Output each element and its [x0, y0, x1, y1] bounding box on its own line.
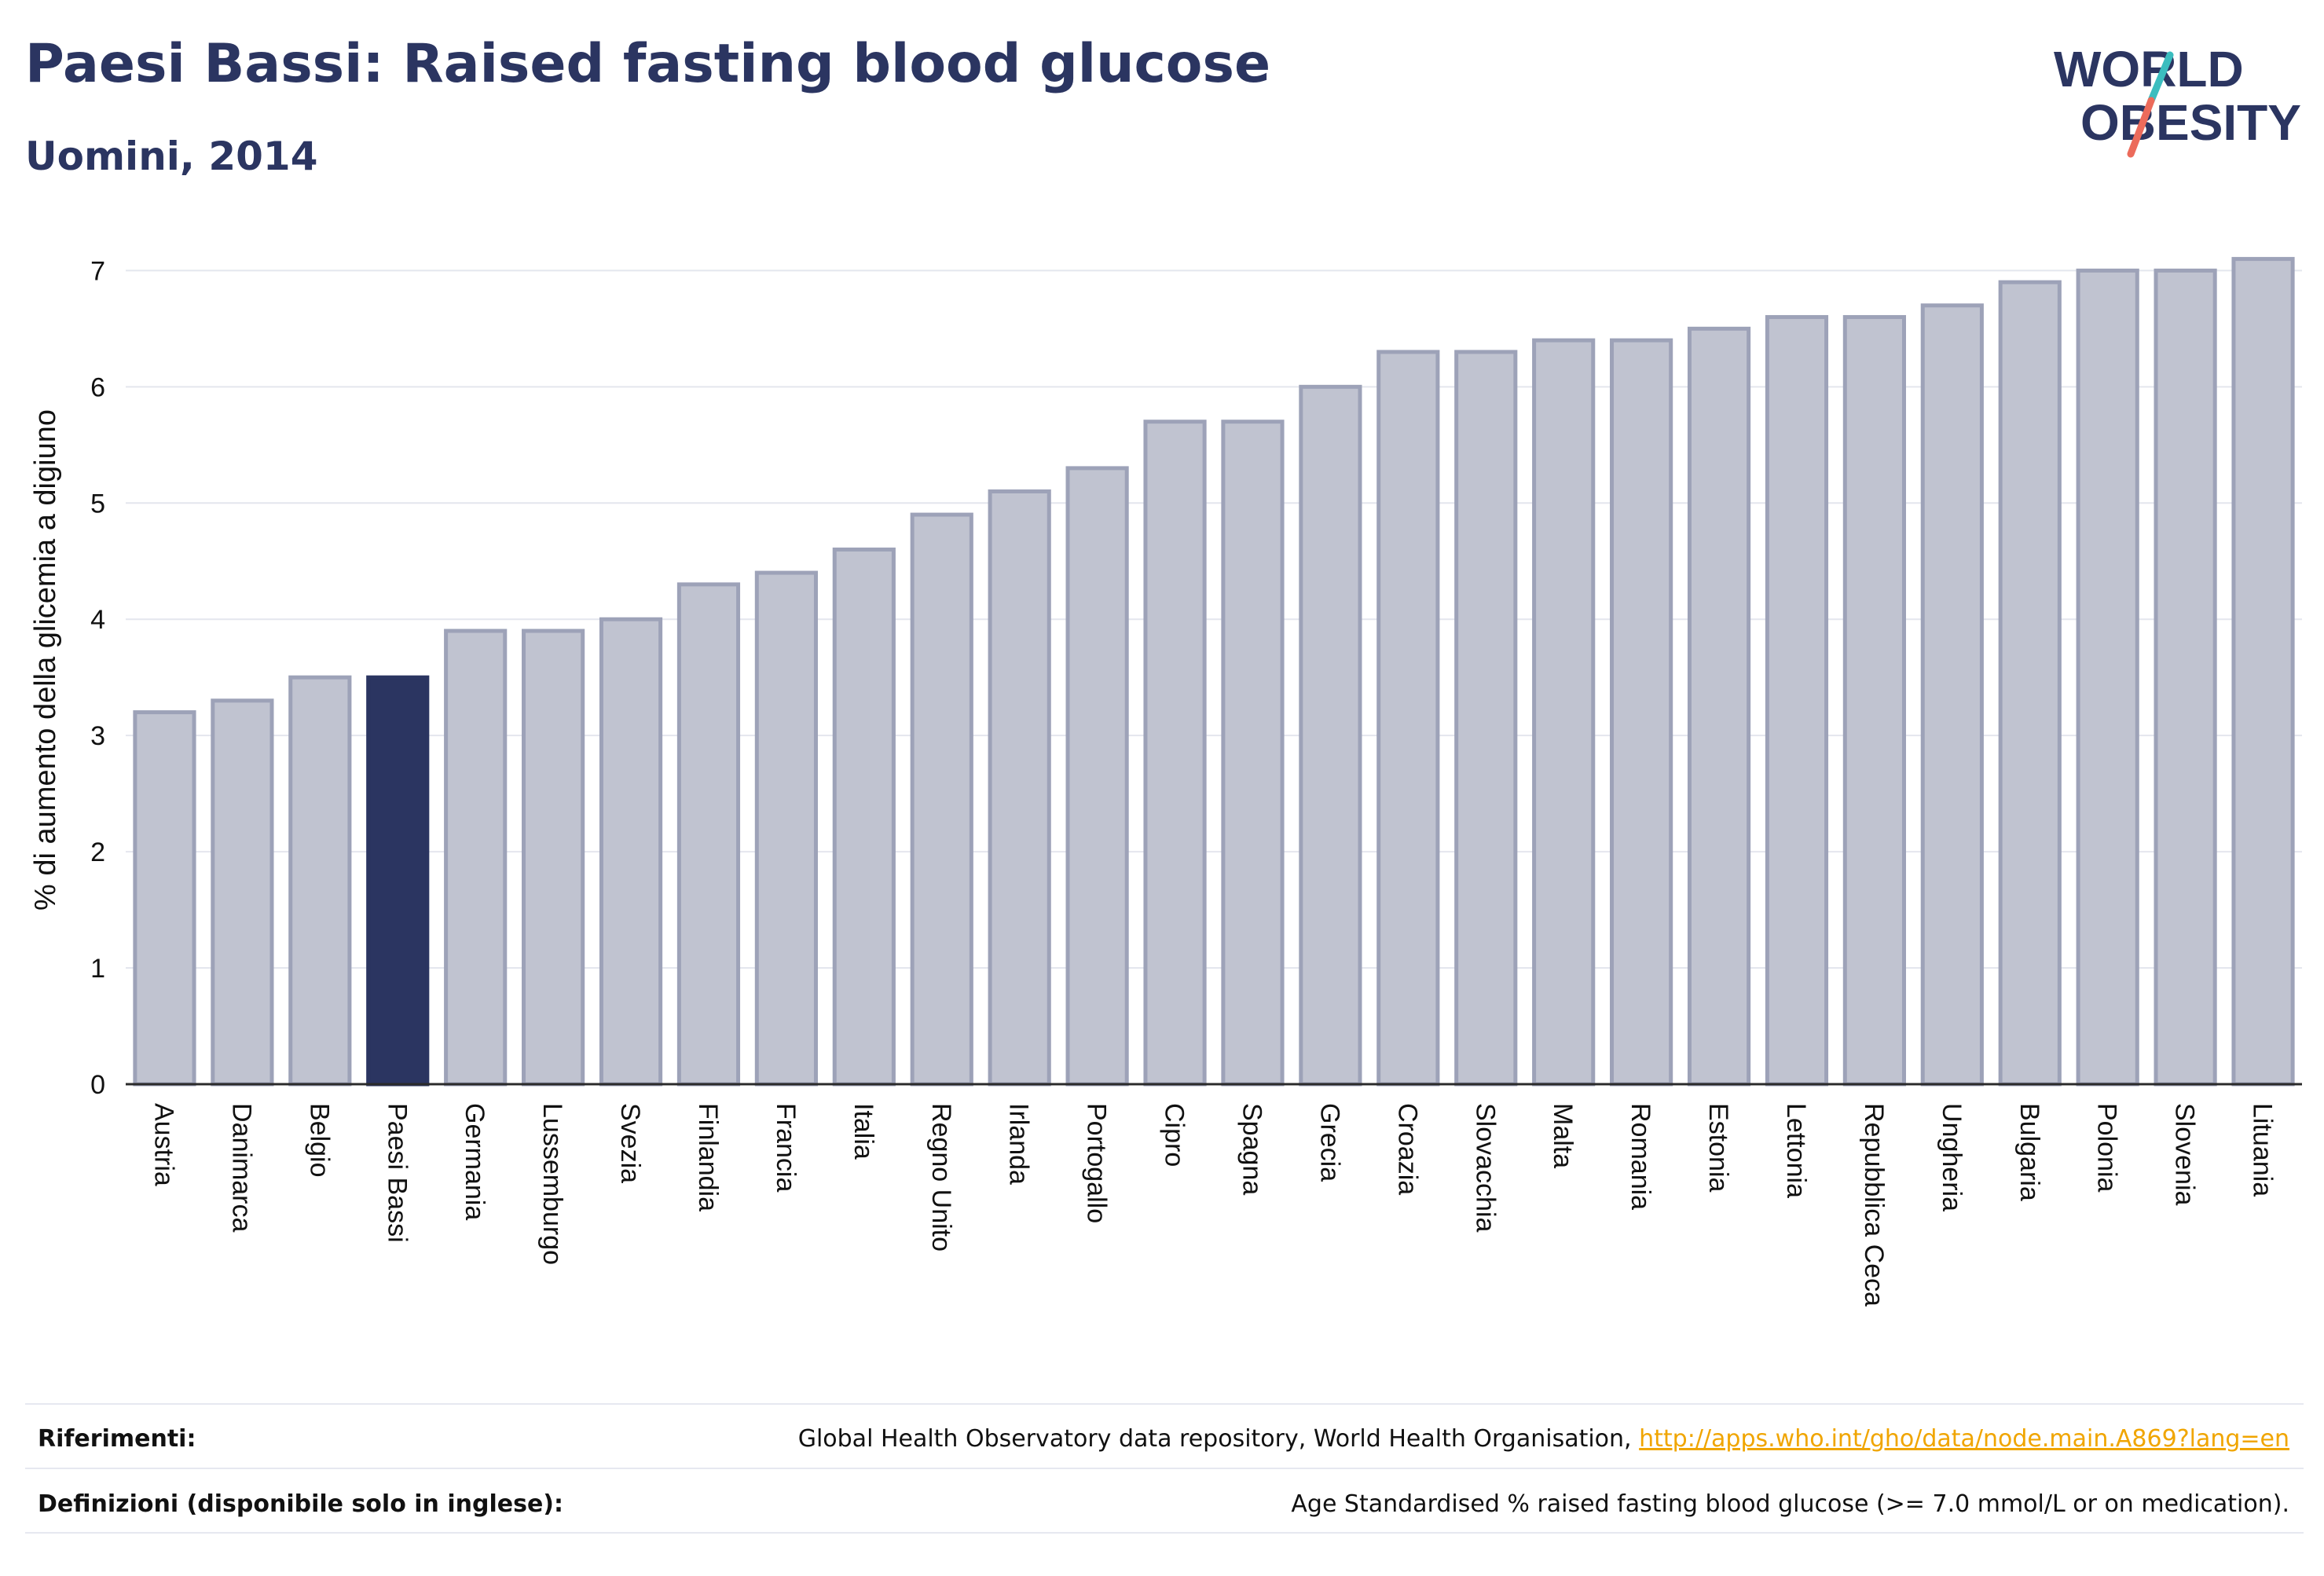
logo-text-obesity: OBESITY	[2080, 94, 2301, 151]
y-tick-label: 2	[90, 837, 105, 867]
bar[interactable]	[1221, 420, 1285, 1087]
y-tick-label: 4	[90, 605, 105, 635]
x-tick-label: Slovenia	[2170, 1103, 2200, 1206]
x-tick-label: Romania	[1626, 1103, 1655, 1210]
y-tick-label: 5	[90, 489, 105, 519]
bar[interactable]	[1920, 303, 1984, 1087]
y-axis-ticks: 0 1 2 3 4 5 6 7	[90, 256, 105, 1100]
bar[interactable]	[832, 547, 896, 1087]
y-axis-label: % di aumento della glicemia a digiuno	[29, 409, 62, 911]
references-value: Global Health Observatory data repositor…	[798, 1425, 2289, 1453]
bar[interactable]	[1765, 315, 1829, 1087]
bar[interactable]	[1376, 350, 1440, 1087]
x-axis-ticks: Austria Danimarca Belgio Paesi Bassi Germani…	[148, 1103, 2277, 1307]
x-tick-label: Italia	[849, 1103, 878, 1160]
x-tick-label: Malta	[1548, 1103, 1578, 1168]
x-tick-label: Bulgaria	[2014, 1103, 2044, 1201]
x-tick-label: Lettonia	[1781, 1103, 1811, 1198]
bar[interactable]	[910, 512, 973, 1087]
bar[interactable]	[1687, 326, 1751, 1087]
x-tick-label: Regno Unito	[926, 1103, 956, 1252]
x-tick-label: Lussemburgo	[537, 1103, 567, 1265]
y-tick-label: 7	[90, 256, 105, 286]
x-tick-label: Grecia	[1314, 1103, 1344, 1182]
x-tick-label: Cipro	[1160, 1103, 1189, 1167]
chart-subtitle: Uomini, 2014	[25, 134, 318, 179]
footer-divider-bottom	[25, 1532, 2304, 1534]
bar[interactable]	[288, 675, 352, 1087]
bar-highlighted[interactable]	[366, 675, 430, 1087]
bar[interactable]	[676, 582, 741, 1087]
definitions-text: Age Standardised % raised fasting blood …	[1291, 1490, 2289, 1518]
bar[interactable]	[1842, 315, 1906, 1087]
bar[interactable]	[988, 489, 1051, 1087]
bar[interactable]	[1998, 280, 2062, 1087]
bar[interactable]	[1454, 350, 1518, 1087]
bar[interactable]	[1143, 420, 1207, 1087]
definitions-label: Definizioni (disponibile solo in inglese…	[38, 1490, 563, 1518]
references-link[interactable]: http://apps.who.int/gho/data/node.main.A…	[1639, 1425, 2289, 1453]
bar[interactable]	[1532, 338, 1596, 1087]
y-tick-label: 6	[90, 372, 105, 402]
x-tick-label: Danimarca	[226, 1103, 256, 1232]
bar-chart: 0 1 2 3 4 5 6 7 Austria Danimarca Belgio Paesi Bas…	[29, 256, 2302, 1307]
references-label: Riferimenti:	[38, 1425, 196, 1453]
x-tick-label: Belgio	[304, 1103, 334, 1178]
x-tick-label: Svezia	[615, 1103, 645, 1183]
logo-slash-teal	[2147, 51, 2174, 104]
x-tick-label: Germania	[460, 1103, 489, 1220]
x-tick-label: Austria	[148, 1103, 178, 1186]
bar[interactable]	[522, 629, 585, 1087]
x-tick-label: Polonia	[2092, 1103, 2122, 1193]
bars	[133, 257, 2295, 1087]
y-tick-label: 0	[90, 1070, 105, 1100]
x-tick-label: Croazia	[1392, 1103, 1422, 1195]
x-tick-label: Paesi Bassi	[382, 1103, 412, 1243]
bar[interactable]	[599, 617, 663, 1087]
footer-divider-top	[25, 1403, 2304, 1405]
x-tick-label: Ungheria	[1937, 1103, 1967, 1211]
chart-title: Paesi Bassi: Raised fasting blood glucos…	[25, 33, 1271, 95]
x-tick-label: Francia	[771, 1103, 801, 1192]
x-tick-label: Portogallo	[1082, 1103, 1112, 1223]
references-text: Global Health Observatory data repositor…	[797, 1425, 1632, 1453]
bar[interactable]	[2076, 268, 2139, 1087]
x-tick-label: Repubblica Ceca	[1859, 1103, 1889, 1307]
world-obesity-logo[interactable]: WORLD OBESITY	[2043, 31, 2310, 173]
y-tick-label: 1	[90, 954, 105, 984]
x-tick-label: Lituania	[2248, 1103, 2278, 1197]
y-tick-label: 3	[90, 721, 105, 751]
x-tick-label: Irlanda	[1004, 1103, 1034, 1185]
logo-text-world: WORLD	[2054, 41, 2244, 97]
x-tick-label: Slovacchia	[1470, 1103, 1500, 1233]
logo-slash-coral	[2127, 97, 2155, 158]
x-tick-label: Spagna	[1237, 1103, 1266, 1195]
bar[interactable]	[754, 570, 818, 1087]
bar[interactable]	[1065, 466, 1129, 1087]
bar[interactable]	[133, 710, 196, 1087]
bar[interactable]	[2231, 257, 2295, 1087]
bar[interactable]	[2154, 268, 2217, 1087]
bar[interactable]	[1299, 384, 1362, 1087]
x-tick-label: Estonia	[1703, 1103, 1733, 1192]
bar[interactable]	[211, 698, 274, 1087]
footer-divider-middle	[25, 1468, 2304, 1469]
x-tick-label: Finlandia	[693, 1103, 723, 1211]
bar[interactable]	[444, 629, 508, 1087]
bar[interactable]	[1610, 338, 1673, 1087]
